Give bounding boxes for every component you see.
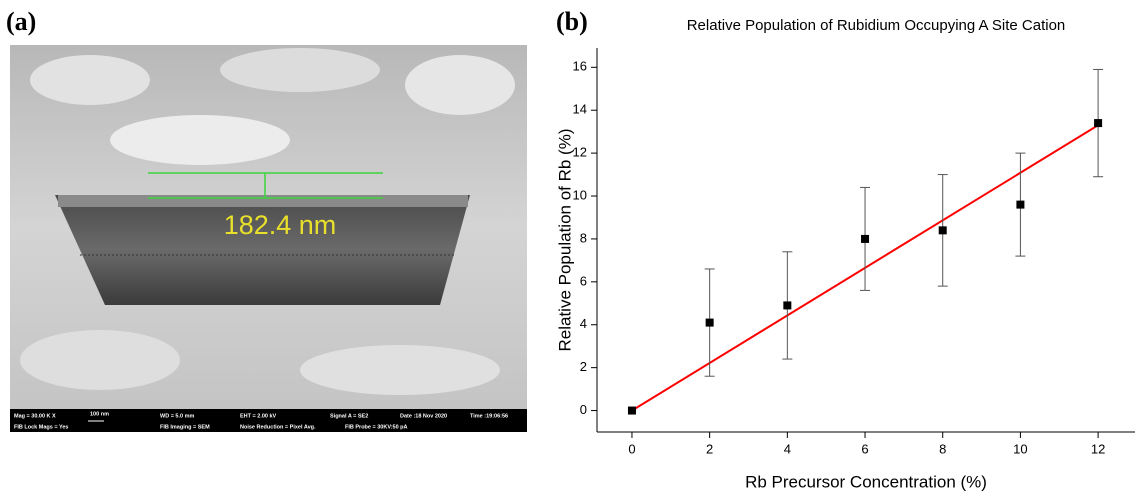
info-text: Mag = 30.00 K X — [14, 413, 56, 419]
point — [705, 318, 714, 327]
point — [783, 301, 792, 310]
x-tick-label: 8 — [939, 441, 946, 456]
y-tick-label: 0 — [580, 402, 587, 417]
x-tick-label: 4 — [784, 441, 791, 456]
info-text: Signal A = SE2 — [330, 413, 368, 419]
y-tick-label: 12 — [573, 145, 587, 160]
y-tick-label: 2 — [580, 359, 587, 374]
point — [1094, 119, 1103, 128]
x-tick-label: 2 — [706, 441, 713, 456]
info-text: EHT = 2.00 kV — [240, 413, 277, 419]
info-text: WD = 5.0 mm — [160, 413, 194, 419]
chart-title: Relative Population of Rubidium Occupyin… — [687, 17, 1066, 34]
x-tick-label: 0 — [628, 441, 635, 456]
panel-label: (b) — [556, 7, 588, 36]
info-bar: Mag = 30.00 K X 100 nm WD = 5.0 mm EHT = 2.… — [14, 411, 508, 430]
y-axis-label: Relative Population of Rb (%) — [555, 128, 574, 351]
info-text: Time :19:06:56 — [470, 413, 508, 419]
info-text: Date :18 Nov 2020 — [400, 413, 447, 419]
sem-image — [10, 45, 527, 432]
info-text: FIB Imaging = SEM — [160, 424, 210, 430]
x-tick-label: 6 — [861, 441, 868, 456]
y-tick-label: 10 — [573, 187, 587, 202]
x-tick-label: 12 — [1091, 441, 1105, 456]
info-text: FIB Probe = 30KV:50 pA — [345, 424, 408, 430]
panel-label: (a) — [6, 7, 36, 36]
point — [861, 234, 870, 243]
y-tick-label: 14 — [573, 102, 587, 117]
y-tick-label: 6 — [580, 273, 587, 288]
y-tick-label: 4 — [580, 316, 587, 331]
point — [627, 406, 636, 415]
point — [1016, 200, 1025, 209]
y-tick-label: 16 — [573, 59, 587, 74]
info-text: Noise Reduction = Pixel Avg. — [240, 424, 316, 430]
y-tick-label: 8 — [580, 230, 587, 245]
x-axis-label: Rb Precursor Concentration (%) — [745, 472, 987, 491]
point — [938, 226, 947, 235]
info-text: 100 nm — [90, 411, 109, 417]
measurement-label: 182.4 nm — [224, 210, 337, 240]
info-text: FIB Lock Mags = Yes — [14, 424, 68, 430]
x-tick-label: 10 — [1013, 441, 1027, 456]
